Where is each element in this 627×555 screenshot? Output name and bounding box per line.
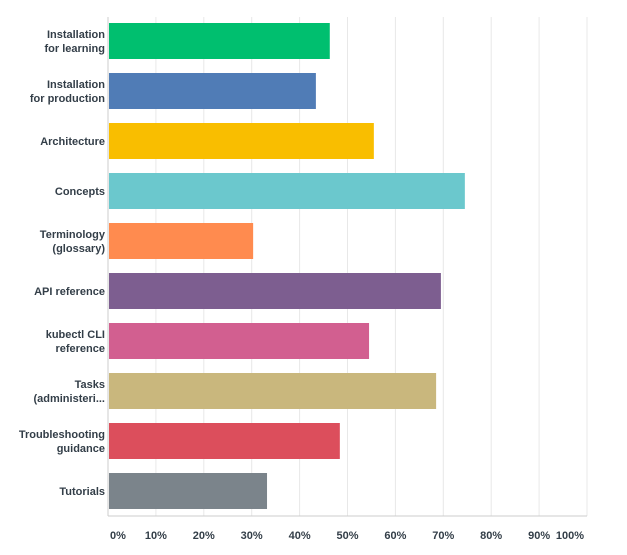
x-tick-label: 80%	[480, 530, 502, 542]
bar	[109, 173, 465, 209]
x-tick-label: 50%	[336, 530, 358, 542]
bar	[109, 373, 437, 409]
x-tick-label: 10%	[145, 530, 167, 542]
category-label: Tutorials	[59, 486, 105, 498]
x-tick-label: 40%	[289, 530, 311, 542]
bar	[109, 423, 340, 459]
category-label: guidance	[57, 443, 105, 455]
bar	[109, 73, 316, 109]
x-tick-label: 90%	[528, 530, 550, 542]
x-tick-label: 70%	[432, 530, 454, 542]
category-label: Installation	[47, 29, 105, 41]
bar	[109, 223, 254, 259]
category-label: Concepts	[55, 186, 105, 198]
x-tick-label: 20%	[193, 530, 215, 542]
x-tick-label: 100%	[556, 530, 584, 542]
category-label: for learning	[44, 43, 105, 55]
bar	[109, 273, 441, 309]
category-label: Terminology	[40, 229, 106, 241]
category-label: reference	[55, 343, 105, 355]
bar	[109, 23, 330, 59]
category-label: Installation	[47, 79, 105, 91]
category-label: for production	[30, 93, 105, 105]
category-label: kubectl CLI	[46, 329, 105, 341]
category-label: Troubleshooting	[19, 429, 105, 441]
bar	[109, 323, 370, 359]
bar	[109, 123, 374, 159]
category-label: (glossary)	[52, 243, 105, 255]
x-tick-label: 60%	[384, 530, 406, 542]
x-tick-label: 30%	[241, 530, 263, 542]
category-label: Tasks	[75, 379, 105, 391]
category-label: API reference	[34, 286, 105, 298]
category-label: Architecture	[40, 136, 105, 148]
bar	[109, 473, 268, 509]
category-label: (administeri...	[33, 393, 105, 405]
x-tick-label: 0%	[110, 530, 126, 542]
